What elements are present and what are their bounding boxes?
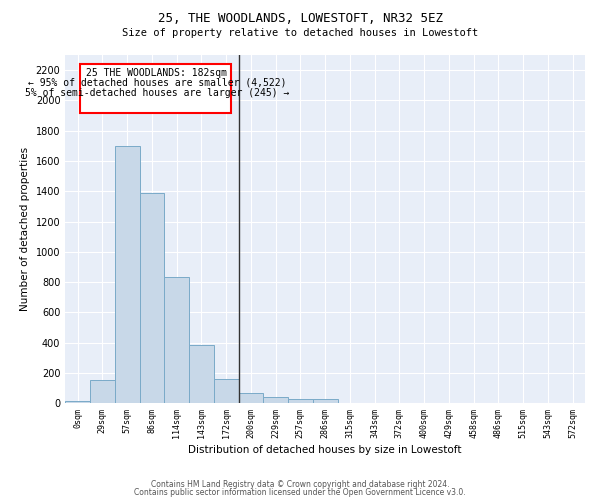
Text: ← 95% of detached houses are smaller (4,522): ← 95% of detached houses are smaller (4,… [28,78,286,88]
Bar [115,146,140,403]
Bar [288,398,313,403]
Text: Contains public sector information licensed under the Open Government Licence v3: Contains public sector information licen… [134,488,466,497]
Text: 5% of semi-detached houses are larger (245) →: 5% of semi-detached houses are larger (2… [25,88,289,99]
X-axis label: Distribution of detached houses by size in Lowestoft: Distribution of detached houses by size … [188,445,462,455]
Text: Contains HM Land Registry data © Crown copyright and database right 2024.: Contains HM Land Registry data © Crown c… [151,480,449,489]
Bar [214,379,239,403]
Bar [164,277,189,403]
Bar [65,401,90,403]
Text: Size of property relative to detached houses in Lowestoft: Size of property relative to detached ho… [122,28,478,38]
Bar [263,397,288,403]
FancyBboxPatch shape [80,64,231,112]
Bar [239,394,263,403]
Text: 25 THE WOODLANDS: 182sqm: 25 THE WOODLANDS: 182sqm [86,68,227,78]
Bar [90,380,115,403]
Y-axis label: Number of detached properties: Number of detached properties [20,147,30,311]
Bar [189,345,214,403]
Bar [313,398,338,403]
Text: 25, THE WOODLANDS, LOWESTOFT, NR32 5EZ: 25, THE WOODLANDS, LOWESTOFT, NR32 5EZ [157,12,443,26]
Bar [140,193,164,403]
